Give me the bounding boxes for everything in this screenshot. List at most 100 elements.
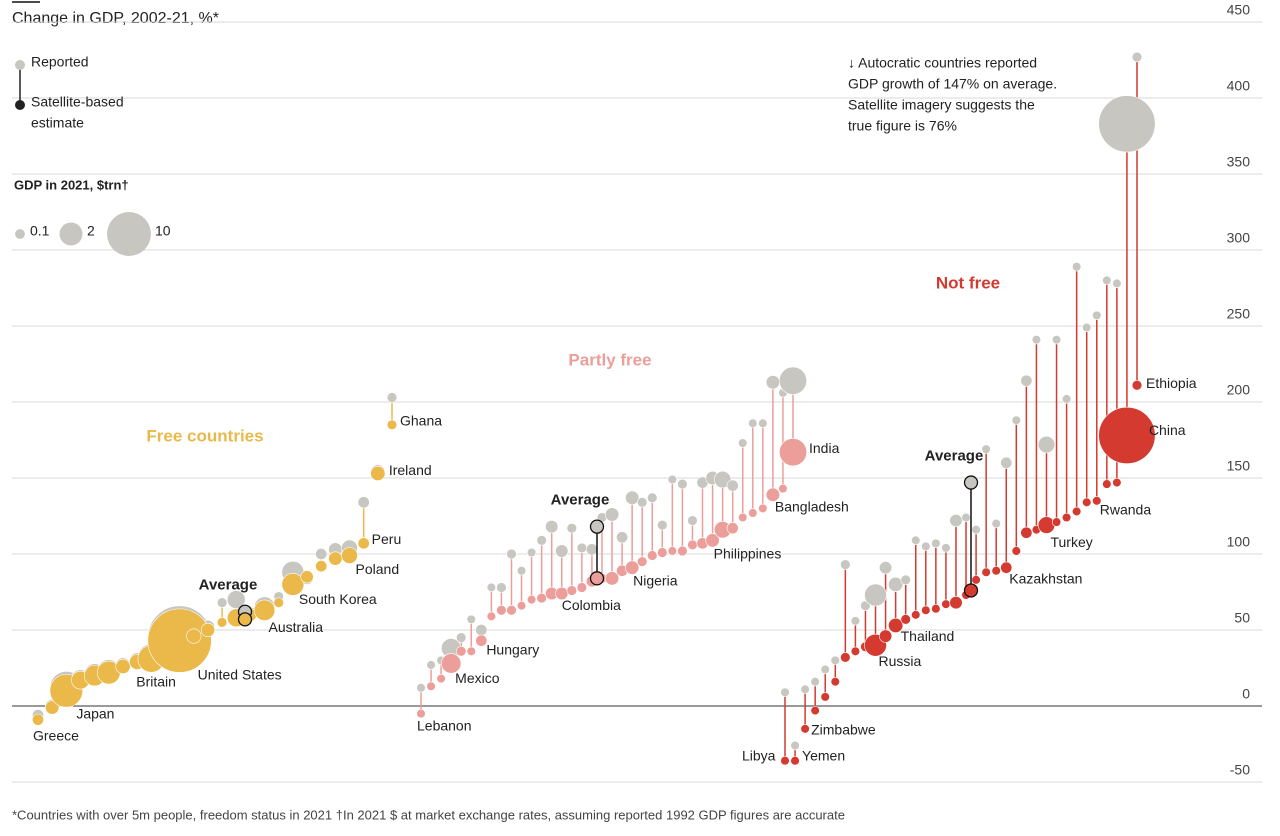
satellite-dot xyxy=(748,508,758,518)
reported-dot xyxy=(545,520,559,534)
annotation-line: GDP growth of 147% on average. xyxy=(848,76,1057,92)
country-label: Mexico xyxy=(455,670,500,686)
y-tick-label: 250 xyxy=(1227,306,1251,322)
reported-dot xyxy=(949,513,963,528)
satellite-dot xyxy=(778,438,808,467)
marks: Free countries Greece Japan Britain United S… xyxy=(32,51,1197,766)
reported-dot xyxy=(1112,278,1122,289)
reported-dot xyxy=(585,543,598,556)
legend-label: Satellite-based xyxy=(31,94,124,110)
reported-dot xyxy=(1011,415,1021,425)
reported-dot xyxy=(1102,275,1112,286)
satellite-dot xyxy=(328,551,343,566)
satellite-dot xyxy=(636,556,648,567)
group-label: Free countries xyxy=(146,426,263,445)
reported-dot xyxy=(426,660,436,670)
legend-label: estimate xyxy=(31,115,84,131)
annotation-line: ↓ Autocratic countries reported xyxy=(848,55,1037,71)
y-tick-label: 200 xyxy=(1227,382,1251,398)
satellite-dot xyxy=(216,617,228,628)
reported-dot xyxy=(475,624,488,636)
reported-dot xyxy=(888,576,904,592)
satellite-dot xyxy=(1098,406,1156,464)
reported-dot xyxy=(1131,51,1143,63)
reported-dot xyxy=(616,531,629,544)
country-label: South Korea xyxy=(299,591,377,607)
satellite-dot xyxy=(810,705,820,716)
y-tick-label: 50 xyxy=(1234,610,1250,626)
average-satellite xyxy=(237,612,253,627)
satellite-dot xyxy=(273,597,284,608)
satellite-dot xyxy=(341,547,358,564)
reported-dot xyxy=(1037,435,1056,454)
country-label: Greece xyxy=(33,727,79,743)
size-legend-label: 2 xyxy=(87,223,95,239)
reported-dot xyxy=(667,474,677,485)
reported-dot xyxy=(820,664,830,675)
reported-dot xyxy=(840,559,851,570)
country-label: Bangladesh xyxy=(775,498,849,514)
chart-title: Change in GDP, 2002-21, %* xyxy=(12,10,219,27)
satellite-dot xyxy=(1020,526,1033,539)
average-satellite xyxy=(589,571,605,586)
satellite-dot xyxy=(900,614,911,625)
group-label: Not free xyxy=(936,273,1000,292)
satellite-dot xyxy=(300,570,314,584)
satellite-dot xyxy=(45,700,60,715)
satellite-dot xyxy=(536,592,547,604)
average-satellite xyxy=(963,583,979,598)
satellite-dot xyxy=(921,605,931,615)
country-label: United States xyxy=(198,666,282,682)
reported-dot xyxy=(864,583,887,607)
reported-dot xyxy=(790,740,800,751)
satellite-dot xyxy=(357,537,370,550)
average-label: Average xyxy=(925,448,984,465)
country-label: Hungary xyxy=(486,641,539,657)
grid: -50 0 50 100 150 200 250 300 350 400 450 xyxy=(12,2,1262,783)
satellite-dot xyxy=(705,533,720,548)
satellite-dot xyxy=(516,601,527,611)
reported-dot xyxy=(1092,310,1102,321)
country-label: Yemen xyxy=(802,747,845,763)
satellite-dot xyxy=(32,713,44,726)
reported-dot xyxy=(456,632,467,643)
satellite-dot xyxy=(486,611,497,621)
country-label: Libya xyxy=(742,747,776,763)
satellite-dot xyxy=(878,629,893,643)
satellite-dot xyxy=(416,708,426,719)
satellite-dot xyxy=(604,571,620,586)
reported-dot xyxy=(758,418,768,428)
satellite-dot xyxy=(657,547,668,558)
reported-dot xyxy=(800,684,810,694)
reported-dot xyxy=(416,683,426,693)
reported-dot xyxy=(1098,95,1156,153)
satellite-dot xyxy=(840,652,851,663)
reported-dot xyxy=(1020,374,1033,387)
reported-dot xyxy=(576,542,588,554)
annotation-line: Satellite imagery suggests the xyxy=(848,97,1035,113)
country-label: Britain xyxy=(136,674,176,690)
reported-dot xyxy=(486,582,497,593)
country-label: Zimbabwe xyxy=(811,722,876,738)
size-legend-label: 0.1 xyxy=(30,223,50,239)
legend-label: Reported xyxy=(31,54,89,70)
reported-dot xyxy=(738,438,748,448)
satellite-dot xyxy=(830,677,840,687)
y-tick-label: 350 xyxy=(1227,154,1251,170)
satellite-dot xyxy=(850,646,861,656)
satellite-dot xyxy=(526,594,537,605)
satellite-dot xyxy=(800,724,810,734)
country-label: Philippines xyxy=(714,545,782,561)
average-label: Average xyxy=(551,492,610,509)
country-label: Kazakhstan xyxy=(1009,570,1082,586)
satellite-dot xyxy=(949,596,963,610)
country-label: Rwanda xyxy=(1100,502,1152,518)
satellite-dot xyxy=(625,560,640,575)
reported-dot xyxy=(216,597,228,608)
size-legend-dot xyxy=(15,229,25,239)
size-legend-dot xyxy=(107,212,151,256)
group-label: Partly free xyxy=(568,350,651,369)
country-label: Ireland xyxy=(389,462,432,478)
reported-dot xyxy=(1082,322,1092,333)
average-label: Average xyxy=(199,577,258,594)
